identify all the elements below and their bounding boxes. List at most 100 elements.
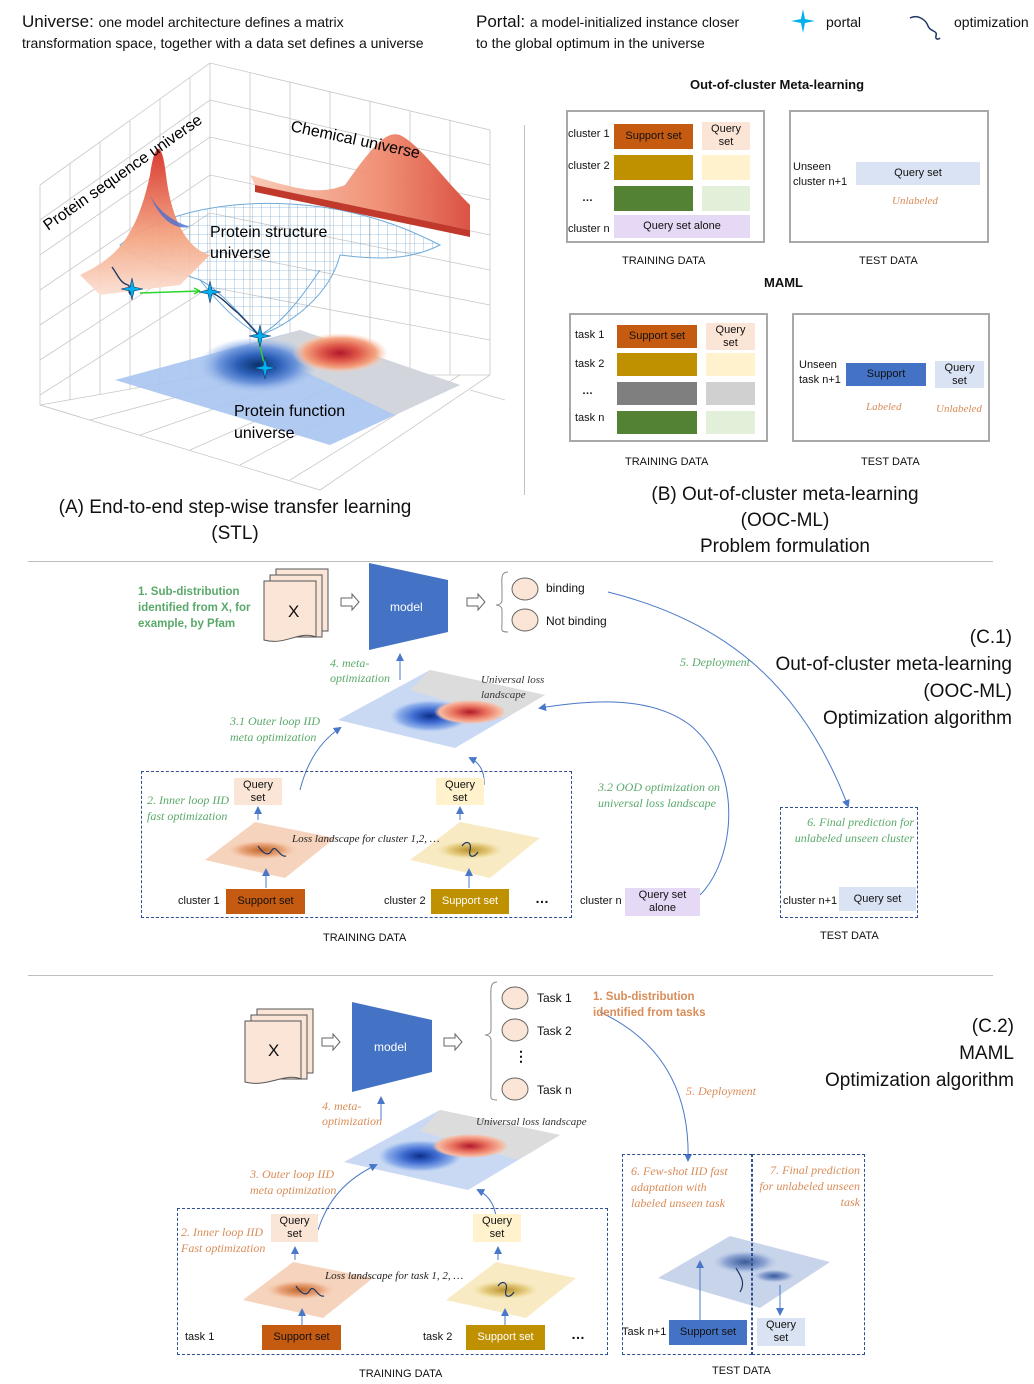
universe-term: Universe: — [22, 12, 94, 31]
panel-a-caption: (A) End-to-end step-wise transfer learni… — [20, 495, 450, 547]
universe-definition: one model architecture defines a matrix — [98, 14, 344, 30]
c1-x-label: X — [288, 602, 300, 621]
universe-legend: Universe: one model architecture defines… — [22, 12, 344, 32]
c1-step5-label: 5. Deployment — [680, 655, 750, 669]
c1-step2-label: 2. Inner loop IID fast optimization — [147, 793, 229, 823]
ooc-test-query-set: Query set — [856, 162, 980, 185]
c1-step32-label: 3.2 OOD optimization on universal loss l… — [598, 780, 721, 810]
maml-title: MAML — [764, 275, 803, 290]
protein-function-label-line2: universe — [234, 425, 295, 442]
c2-task2-label: task 2 — [423, 1331, 453, 1343]
x-data-stack — [263, 568, 329, 642]
c2-task-label-1: Task 1 — [537, 991, 572, 1005]
maml-task-label-1: task 1 — [575, 329, 605, 341]
c1-query-set-2: Query set — [436, 778, 484, 805]
maml-labeled-label: Labeled — [866, 401, 902, 413]
c2-support-set-2: Support set — [466, 1325, 545, 1350]
optimization-legend-label: optimization — [954, 14, 1029, 30]
ooc-test-data-label: TEST DATA — [859, 255, 918, 267]
ooc-support-set-2 — [614, 155, 693, 180]
panel-b-caption-line3: Problem formulation — [699, 536, 871, 557]
c2-step7-label: 7. Final prediction for unlabeled unseen… — [759, 1163, 860, 1209]
portal-star-icon — [791, 9, 815, 33]
c2-task-label-2: Task 2 — [537, 1024, 572, 1038]
c1-title-line4: Optimization algorithm — [822, 708, 1012, 729]
c2-task-label-4: Task n — [537, 1083, 572, 1097]
c2-universal-loss-label: Universal loss landscape — [476, 1116, 587, 1128]
maml-test-data-label: TEST DATA — [861, 456, 920, 468]
c2-prediction-frame — [752, 1154, 865, 1355]
c2-taskn1-label: Task n+1 — [622, 1326, 667, 1338]
ooc-cluster-label-1: cluster 1 — [568, 128, 610, 140]
c1-universal-loss-label: Universal loss landscape — [481, 674, 545, 701]
portal-legend: Portal: a model-initialized instance clo… — [476, 12, 739, 32]
c1-step4-label: 4. meta- optimization — [330, 656, 391, 685]
protein-structure-label-line1: Protein structure — [210, 224, 327, 241]
ooc-unseen-cluster-label: Unseen cluster n+1 — [793, 161, 848, 188]
panel-a-universe-illustration: Protein sequence universe Chemical unive… — [39, 62, 506, 491]
c2-step6-label: 6. Few-shot IID fast adaptation with lab… — [631, 1164, 728, 1210]
maml-query-set-3 — [706, 382, 755, 405]
protein-structure-label-line2: universe — [210, 245, 271, 262]
maml-test-data-frame — [792, 313, 990, 442]
panel-b-caption-line1: (B) Out-of-cluster meta-learning — [651, 484, 919, 505]
c2-step3-label: 3. Outer loop IID meta optimization — [250, 1167, 337, 1197]
maml-training-data-frame — [569, 313, 768, 442]
c1-training-data-frame — [141, 771, 572, 918]
c1-training-data-label: TRAINING DATA — [323, 932, 407, 944]
maml-task-label-3: … — [582, 385, 593, 397]
c2-title-line3: Optimization algorithm — [824, 1070, 1014, 1091]
c1-test-data-frame — [780, 807, 918, 918]
c2-task1-label: task 1 — [185, 1331, 215, 1343]
c1-clustern-label: cluster n — [580, 895, 622, 907]
maml-unlabeled-label: Unlabeled — [936, 403, 982, 415]
maml-support-set-2 — [617, 353, 697, 376]
c1-cluster1-label: cluster 1 — [178, 895, 220, 907]
portal-term: Portal: — [476, 12, 526, 31]
panel-a-caption-line1: (A) End-to-end step-wise transfer learni… — [58, 497, 412, 518]
ooc-meta-learning-title: Out-of-cluster Meta-learning — [690, 77, 865, 92]
section-divider-1 — [28, 561, 993, 562]
c1-binding-label: binding — [546, 581, 585, 595]
optimization-path-icon — [909, 15, 941, 40]
c2-step5-label: 5. Deployment — [686, 1084, 756, 1098]
panel-c2-graphics — [243, 981, 830, 1326]
protein-function-label-line1: Protein function — [234, 403, 345, 420]
maml-task-label-4: task n — [575, 412, 605, 424]
c2-step2-label: 2. Inner loop IID Fast optimization — [181, 1225, 266, 1255]
panel-c1-graphics — [205, 563, 850, 896]
ooc-cluster-label-3: … — [582, 192, 593, 204]
universe-definition-line2: transformation space, together with a da… — [22, 35, 424, 51]
maml-task-label-2: task 2 — [575, 358, 605, 370]
c2-title-line2: MAML — [959, 1043, 1014, 1064]
c1-not-binding-label: Not binding — [546, 614, 607, 628]
c2-title: (C.2) MAML Optimization algorithm — [825, 1013, 1014, 1094]
c1-step6-label: 6. Final prediction for unlabeled unseen… — [794, 815, 914, 845]
ooc-unlabeled-label: Unlabeled — [892, 195, 938, 207]
portal-definition-line2: to the global optimum in the universe — [476, 35, 705, 51]
c2-adaptation-frame — [622, 1154, 752, 1355]
panel-b-caption: (B) Out-of-cluster meta-learning (OOC-ML… — [630, 482, 940, 560]
maml-query-set-2 — [706, 353, 755, 376]
ooc-query-set-1: Query set — [702, 122, 750, 150]
c2-ellipsis: … — [571, 1326, 585, 1342]
maml-test-support: Support — [846, 363, 926, 386]
ooc-training-data-frame — [566, 110, 765, 243]
c1-model-label: model — [390, 600, 423, 614]
c1-title-line3: (OOC-ML) — [923, 681, 1012, 702]
c1-cluster2-label: cluster 2 — [384, 895, 426, 907]
c2-query-set-2: Query set — [473, 1214, 521, 1242]
c2-support-set-1: Support set — [262, 1325, 341, 1350]
panel-b-caption-line2: (OOC-ML) — [740, 510, 830, 531]
portal-legend-label: portal — [826, 14, 862, 30]
panel-a-divider — [524, 125, 525, 495]
c2-test-query-set: Query set — [757, 1318, 805, 1346]
maml-unseen-task-label: Unseen task n+1 — [799, 359, 841, 386]
c1-title-line1: (C.1) — [969, 627, 1012, 648]
c2-loss-landscape-label: Loss landscape for task 1, 2, … — [325, 1270, 464, 1282]
maml-query-set-1: Query set — [706, 323, 755, 350]
ooc-support-set-3 — [614, 186, 693, 211]
c2-test-data-label: TEST DATA — [712, 1365, 771, 1377]
ooc-query-set-2 — [702, 155, 750, 180]
ooc-training-data-label: TRAINING DATA — [622, 255, 706, 267]
